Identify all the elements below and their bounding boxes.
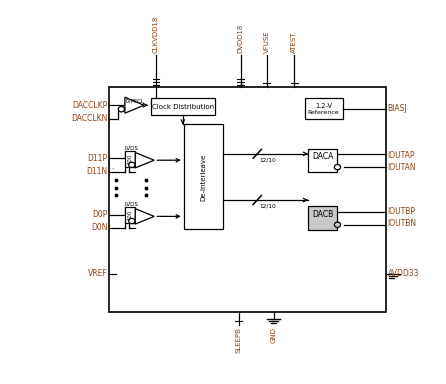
Text: DACCLKP: DACCLKP (72, 101, 107, 110)
Circle shape (129, 162, 135, 167)
Text: LVDS: LVDS (125, 202, 139, 207)
Circle shape (129, 218, 135, 223)
Text: ATEST: ATEST (291, 32, 297, 53)
Bar (125, 151, 135, 167)
Circle shape (118, 106, 124, 112)
Circle shape (334, 222, 341, 227)
Text: .: . (112, 162, 114, 171)
Bar (109, 88, 386, 312)
Text: SLEEPB: SLEEPB (236, 327, 242, 353)
Bar (305, 98, 343, 119)
Text: Clock Distribution: Clock Distribution (152, 104, 214, 109)
Polygon shape (135, 152, 154, 168)
Text: D0N: D0N (91, 223, 107, 232)
Bar (184, 124, 223, 229)
Text: De-interleave: De-interleave (201, 153, 206, 200)
Text: IOUTAP: IOUTAP (388, 151, 415, 160)
Text: DVDD18: DVDD18 (238, 24, 244, 53)
Text: AVDD33: AVDD33 (388, 269, 419, 278)
Text: DACCLKN: DACCLKN (71, 114, 107, 123)
Text: IOUTBP: IOUTBP (388, 207, 416, 216)
Text: LVPECL: LVPECL (126, 99, 145, 104)
Bar (151, 98, 215, 115)
Text: D0P: D0P (92, 210, 107, 219)
Text: LVDS: LVDS (125, 146, 139, 151)
Text: 12/10: 12/10 (259, 157, 276, 162)
Text: GND: GND (271, 327, 277, 343)
Bar (308, 149, 338, 172)
Text: 100: 100 (128, 154, 132, 164)
Text: DACA: DACA (312, 152, 334, 161)
Circle shape (334, 164, 341, 170)
Text: IOUTBN: IOUTBN (388, 219, 417, 228)
Text: 12/10: 12/10 (259, 204, 276, 209)
Polygon shape (125, 97, 144, 113)
Text: IOUTAN: IOUTAN (388, 163, 416, 172)
Bar (125, 207, 135, 223)
Text: D11N: D11N (87, 167, 107, 176)
Text: 100: 100 (128, 210, 132, 220)
Text: VFUSE: VFUSE (264, 31, 269, 53)
Text: BIASJ: BIASJ (388, 104, 407, 113)
Text: DACB: DACB (312, 210, 334, 219)
Polygon shape (135, 209, 154, 224)
Bar (308, 206, 338, 230)
Text: VREF: VREF (88, 269, 107, 278)
Text: D11P: D11P (87, 154, 107, 163)
Text: CLKVDD18: CLKVDD18 (153, 16, 159, 53)
Text: 1.2-V: 1.2-V (315, 103, 332, 109)
Text: Reference: Reference (308, 111, 339, 116)
